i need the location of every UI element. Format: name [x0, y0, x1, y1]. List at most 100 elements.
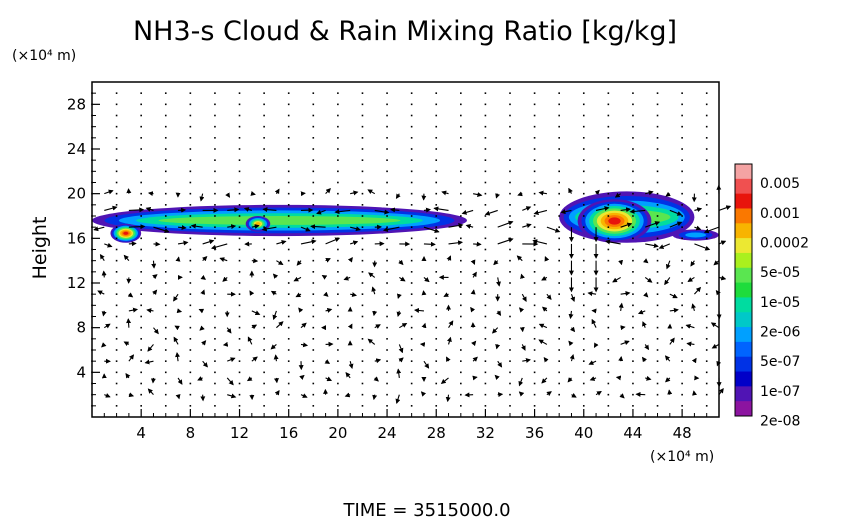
wind-vector [620, 340, 630, 346]
grid-dot [435, 304, 438, 307]
grid-dot [705, 271, 708, 273]
wind-vector [173, 336, 179, 345]
wind-vector [690, 260, 696, 267]
grid-dot [582, 215, 585, 217]
grid-dot [140, 170, 142, 173]
wind-vector [645, 375, 652, 381]
grid-dot [312, 382, 315, 385]
grid-dot [238, 338, 241, 340]
wind-vector [177, 240, 189, 246]
grid-dot [484, 382, 487, 385]
grid-dot [607, 237, 610, 240]
grid-dot [361, 114, 364, 117]
grid-dot [656, 148, 659, 150]
grid-dot [337, 293, 339, 295]
wind-vector [612, 276, 621, 283]
wind-vector [644, 276, 653, 283]
wind-vector [423, 241, 436, 247]
grid-dot [164, 259, 167, 262]
grid-dot [410, 248, 413, 251]
grid-dot [410, 114, 413, 117]
wind-vector [497, 220, 514, 228]
grid-dot [386, 148, 388, 150]
wind-vector [250, 191, 256, 196]
wind-vector [371, 286, 377, 295]
grid-dot [681, 360, 683, 362]
grid-dot [533, 405, 536, 407]
grid-dot [287, 92, 290, 94]
wind-vector [591, 318, 597, 328]
wind-vector [433, 206, 449, 212]
grid-dot [558, 293, 560, 295]
grid-dot [361, 293, 364, 295]
grid-dot [484, 371, 487, 374]
colorbar-label: 1e-07 [760, 384, 800, 400]
grid-dot [361, 215, 364, 217]
wind-vector [694, 207, 703, 213]
grid-dot [582, 259, 585, 262]
grid-dot [435, 326, 438, 329]
grid-dot [607, 293, 610, 295]
grid-dot [558, 248, 560, 251]
wind-vector [518, 307, 525, 313]
grid-dot [115, 405, 118, 407]
grid-dot [460, 181, 462, 184]
grid-dot [337, 226, 339, 228]
wind-vector [570, 326, 576, 333]
grid-dot [410, 204, 413, 206]
grid-dot [386, 393, 388, 396]
grid-dot [484, 159, 487, 161]
grid-dot [361, 360, 364, 362]
grid-dot [164, 304, 167, 307]
grid-dot [238, 326, 241, 329]
wind-vector [104, 393, 111, 398]
grid-dot [164, 371, 167, 374]
grid-dot [582, 148, 585, 150]
grid-dot [238, 360, 241, 362]
wind-vector [395, 193, 401, 200]
grid-dot [410, 170, 413, 173]
wind-vector [300, 322, 307, 329]
grid-dot [189, 259, 192, 262]
grid-dot [115, 92, 118, 94]
x-tick-label: 48 [673, 424, 692, 442]
grid-dot [656, 315, 659, 318]
grid-dot [386, 125, 388, 128]
grid-dot [705, 293, 708, 295]
grid-dot [681, 315, 683, 318]
grid-dot [656, 125, 659, 128]
chart-title: NH3-s Cloud & Rain Mixing Ratio [kg/kg] [133, 16, 677, 47]
grid-dot [681, 338, 683, 340]
wind-vector [669, 209, 683, 216]
grid-dot [484, 282, 487, 284]
grid-dot [681, 282, 683, 284]
wind-vector [658, 243, 671, 249]
wind-vector [368, 272, 376, 278]
wind-vector [175, 393, 181, 400]
grid-dot [386, 248, 388, 251]
grid-dot [460, 204, 462, 206]
grid-dot [435, 103, 438, 106]
grid-dot [509, 304, 511, 307]
grid-dot [558, 159, 560, 161]
wind-vector [446, 356, 451, 362]
wind-vector [629, 208, 646, 214]
y-axis: 4 8 12 16 20 24 28 [67, 92, 100, 407]
grid-dot [705, 215, 708, 217]
grid-dot [533, 271, 536, 273]
grid-dot [582, 304, 585, 307]
grid-dot [656, 248, 659, 251]
grid-dot [140, 114, 142, 117]
grid-dot [263, 125, 265, 128]
grid-dot [386, 293, 388, 295]
wind-vector [295, 292, 302, 298]
wind-vector [101, 310, 107, 317]
wind-vector [270, 290, 277, 296]
grid-dot [558, 282, 560, 284]
grid-dot [115, 114, 118, 117]
grid-dot [484, 170, 487, 173]
wind-vector [323, 291, 329, 297]
grid-dot [263, 360, 265, 362]
grid-dot [509, 293, 511, 295]
grid-dot [533, 371, 536, 374]
